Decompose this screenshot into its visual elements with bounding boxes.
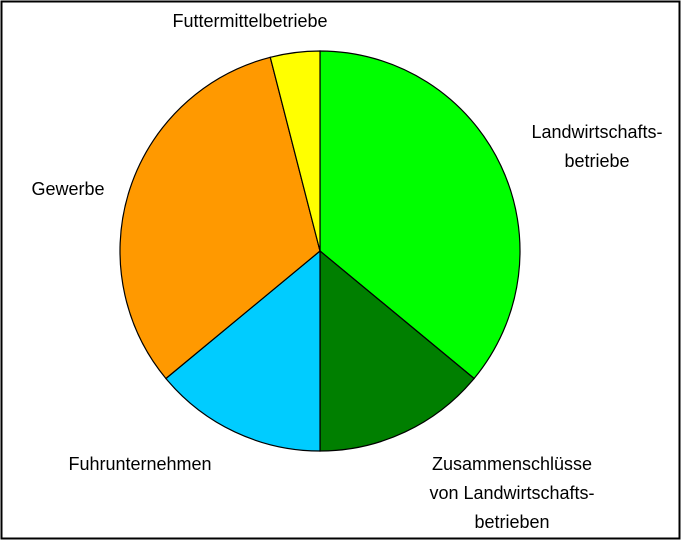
slice-label: Futtermittelbetriebe (172, 11, 327, 31)
pie-slice (165, 249, 321, 452)
slice-label: Landwirtschafts-betriebe (531, 122, 662, 171)
slice-label: Gewerbe (31, 179, 104, 199)
slice-label: Fuhrunternehmen (68, 454, 211, 474)
pie-slice (119, 56, 321, 380)
pie-slice (269, 50, 321, 252)
pie-slice (319, 50, 521, 380)
slice-label: Zusammenschlüsse von Landwirtschafts-betr… (429, 454, 594, 532)
pie-slice (319, 249, 475, 452)
